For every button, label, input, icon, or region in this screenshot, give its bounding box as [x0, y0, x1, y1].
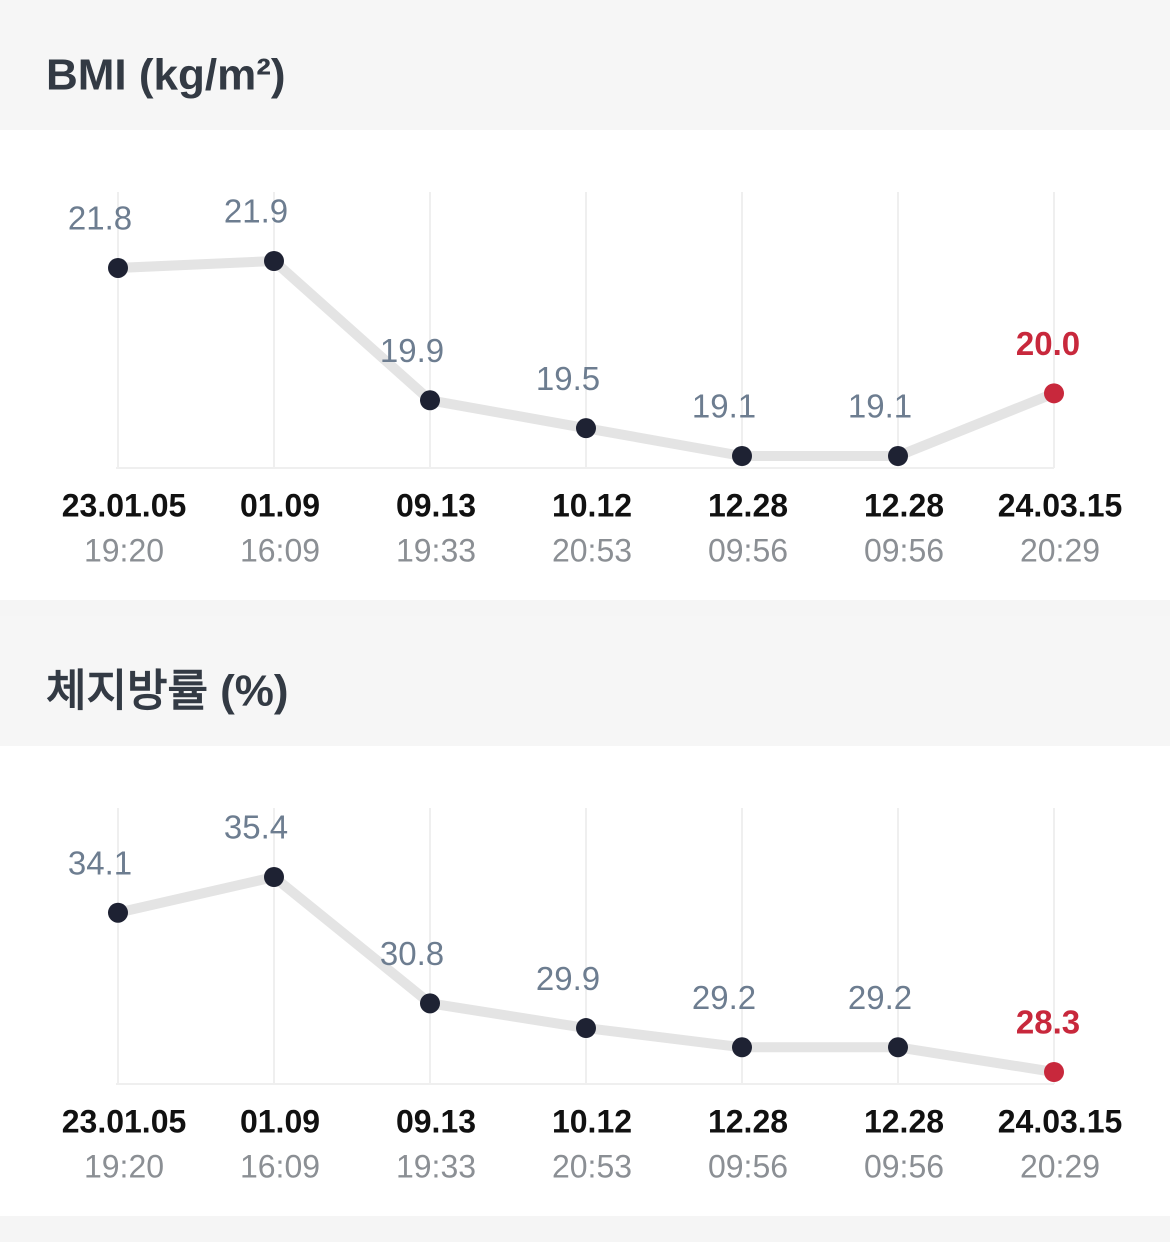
x-time-label: 20:29 [1020, 1148, 1100, 1184]
data-point [888, 446, 908, 466]
x-date-label: 09.13 [396, 1103, 476, 1139]
data-point [264, 251, 284, 271]
data-point [420, 993, 440, 1014]
header [0, 0, 1170, 130]
value-label: 21.9 [224, 193, 288, 230]
x-date-label: 12.28 [708, 487, 788, 523]
data-point [888, 1037, 908, 1058]
value-label: 29.2 [848, 979, 912, 1016]
x-time-label: 16:09 [240, 532, 320, 568]
x-date-label: 24.03.15 [998, 487, 1123, 523]
x-date-label: 01.09 [240, 1103, 320, 1139]
x-date-label: 01.09 [240, 487, 320, 523]
x-time-label: 19:20 [84, 532, 164, 568]
value-label: 19.1 [848, 388, 912, 425]
x-date-label: 23.01.05 [62, 487, 187, 523]
x-date-label: 09.13 [396, 487, 476, 523]
x-date-label: 12.28 [864, 1103, 944, 1139]
x-time-label: 20:29 [1020, 532, 1100, 568]
data-point [108, 902, 128, 923]
value-label: 35.4 [224, 809, 288, 846]
x-time-label: 09:56 [864, 1148, 944, 1184]
value-label: 34.1 [68, 844, 132, 881]
x-date-label: 12.28 [864, 487, 944, 523]
x-date-label: 24.03.15 [998, 1103, 1123, 1139]
value-label: 19.9 [380, 332, 444, 369]
data-point [732, 446, 752, 466]
data-point [576, 418, 596, 439]
x-time-label: 09:56 [864, 532, 944, 568]
data-point [1044, 383, 1064, 404]
x-date-label: 23.01.05 [62, 1103, 187, 1139]
data-point [264, 867, 284, 887]
value-label: 19.1 [692, 388, 756, 425]
x-time-label: 20:53 [552, 1148, 632, 1184]
x-date-label: 12.28 [708, 1103, 788, 1139]
data-point [108, 257, 128, 278]
x-time-label: 09:56 [708, 532, 788, 568]
value-label: 30.8 [380, 935, 444, 972]
value-label: 28.3 [1016, 1004, 1080, 1041]
x-time-label: 16:09 [240, 1148, 320, 1184]
data-point [732, 1037, 752, 1058]
value-label: 19.5 [536, 360, 600, 397]
x-time-label: 09:56 [708, 1148, 788, 1184]
data-point [420, 390, 440, 411]
x-time-label: 19:33 [396, 532, 476, 568]
x-time-label: 19:33 [396, 1148, 476, 1184]
x-date-label: 10.12 [552, 1103, 632, 1139]
data-point [576, 1018, 596, 1039]
x-time-label: 20:53 [552, 532, 632, 568]
data-point [1044, 1062, 1064, 1082]
value-label: 20.0 [1016, 325, 1080, 362]
value-label: 29.2 [692, 979, 756, 1016]
x-date-label: 10.12 [552, 487, 632, 523]
section-title: BMI (kg/m²) [46, 51, 286, 100]
header [0, 616, 1170, 746]
x-time-label: 19:20 [84, 1148, 164, 1184]
section-title: 체지방률 (%) [46, 667, 289, 716]
value-label: 29.9 [536, 960, 600, 997]
value-label: 21.8 [68, 200, 132, 237]
